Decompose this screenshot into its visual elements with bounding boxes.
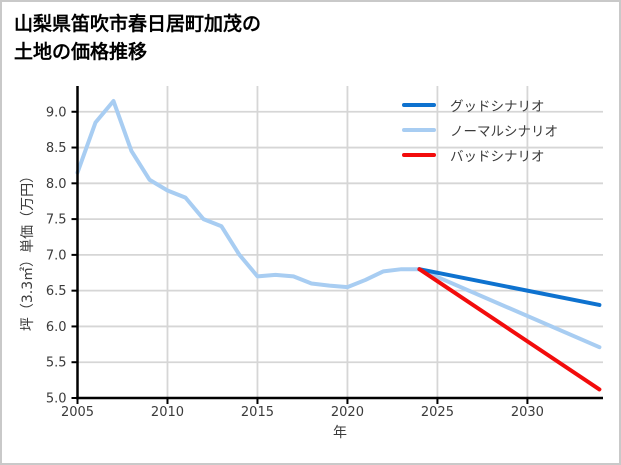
x-axis-label: 年: [333, 425, 347, 441]
y-tick-label: 6.0: [46, 320, 67, 335]
legend-label-normal: ノーマルシナリオ: [450, 123, 558, 140]
chart-title-line1: 山梨県笛吹市春日居町加茂の: [14, 13, 262, 35]
legend: グッドシナリオ ノーマルシナリオ バッドシナリオ: [402, 92, 558, 167]
legend-label-good: グッドシナリオ: [450, 98, 545, 115]
x-tick-label: 2030: [511, 405, 544, 420]
series-line-1: [417, 267, 602, 307]
x-tick-label: 2005: [61, 405, 94, 420]
chart-title: 山梨県笛吹市春日居町加茂の 土地の価格推移: [14, 10, 261, 66]
y-tick-label: 7.0: [46, 248, 67, 263]
y-tick-label: 9.0: [46, 105, 67, 120]
legend-line-good-icon: [402, 102, 436, 107]
y-tick-label: 5.5: [46, 356, 67, 371]
chart-title-line2: 土地の価格推移: [14, 41, 148, 63]
y-tick-label: 8.5: [46, 141, 67, 156]
series-line-0: [75, 99, 602, 350]
y-tick-label: 7.5: [46, 213, 67, 228]
legend-item-normal-scenario: ノーマルシナリオ: [402, 117, 558, 142]
y-tick-label: 5.0: [46, 392, 67, 407]
x-tick-label: 2025: [421, 405, 454, 420]
y-tick-label: 8.0: [46, 177, 67, 192]
x-tick-label: 2010: [151, 405, 184, 420]
x-tick-label: 2020: [331, 405, 364, 420]
legend-line-bad-icon: [402, 152, 436, 157]
legend-item-bad-scenario: バッドシナリオ: [402, 142, 558, 167]
y-tick-label: 6.5: [46, 284, 67, 299]
x-tick-label: 2015: [241, 405, 274, 420]
legend-line-normal-icon: [402, 127, 436, 132]
legend-item-good-scenario: グッドシナリオ: [402, 92, 558, 117]
series-line-2: [417, 267, 602, 392]
y-axis-label: 坪（3.3㎡）単価（万円）: [20, 168, 36, 332]
legend-label-bad: バッドシナリオ: [450, 148, 545, 165]
